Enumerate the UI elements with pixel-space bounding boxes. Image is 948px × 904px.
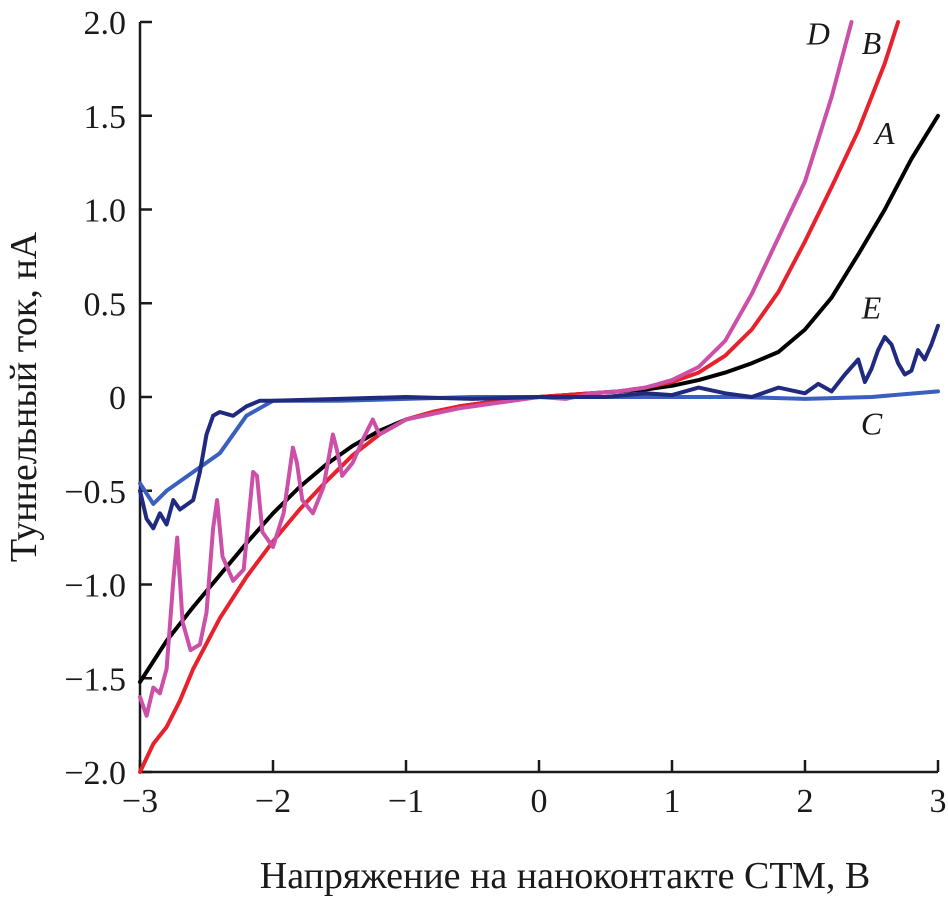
x-tick-label: −3 (122, 783, 158, 820)
y-axis-title: Туннельный ток, нА (3, 231, 45, 562)
x-tick-label: 0 (531, 783, 548, 820)
series-label-e: E (861, 289, 882, 325)
series-label-d: D (806, 16, 830, 52)
series-line-d (138, 20, 854, 718)
series-label-c: C (861, 406, 883, 442)
y-tick-label: −0.5 (64, 474, 126, 511)
series-line-e (138, 323, 940, 531)
x-tick-label: 1 (664, 783, 681, 820)
y-tick-label: −2.0 (64, 755, 126, 792)
y-tick-label: 0.5 (84, 286, 127, 323)
x-axis-title: Напряжение на наноконтакте СТМ, В (260, 855, 870, 897)
x-tick-label: 3 (930, 783, 947, 820)
x-tick-label: −2 (255, 783, 291, 820)
plot-area: −3 −2 −1 0 1 2 3 −2.0 −1.5 −1.0 −0.5 0 0.5 1.0 1.5 2.0… (64, 5, 946, 820)
series-label-a: A (873, 115, 895, 151)
y-tick-label: 2.0 (84, 5, 127, 42)
x-tick-label: 2 (797, 783, 814, 820)
y-tick-label: 0 (109, 380, 126, 417)
series-labels: A B C D E (806, 16, 895, 442)
series-group (138, 20, 940, 774)
y-tick-label: 1.5 (84, 99, 127, 136)
y-tick-label: −1.5 (64, 661, 126, 698)
series-label-b: B (862, 25, 882, 61)
y-tick-label: 1.0 (84, 193, 127, 230)
x-ticks: −3 −2 −1 0 1 2 3 (122, 760, 947, 820)
x-tick-label: −1 (388, 783, 424, 820)
y-ticks: −2.0 −1.5 −1.0 −0.5 0 0.5 1.0 1.5 2.0 (64, 5, 152, 792)
y-tick-label: −1.0 (64, 568, 126, 605)
